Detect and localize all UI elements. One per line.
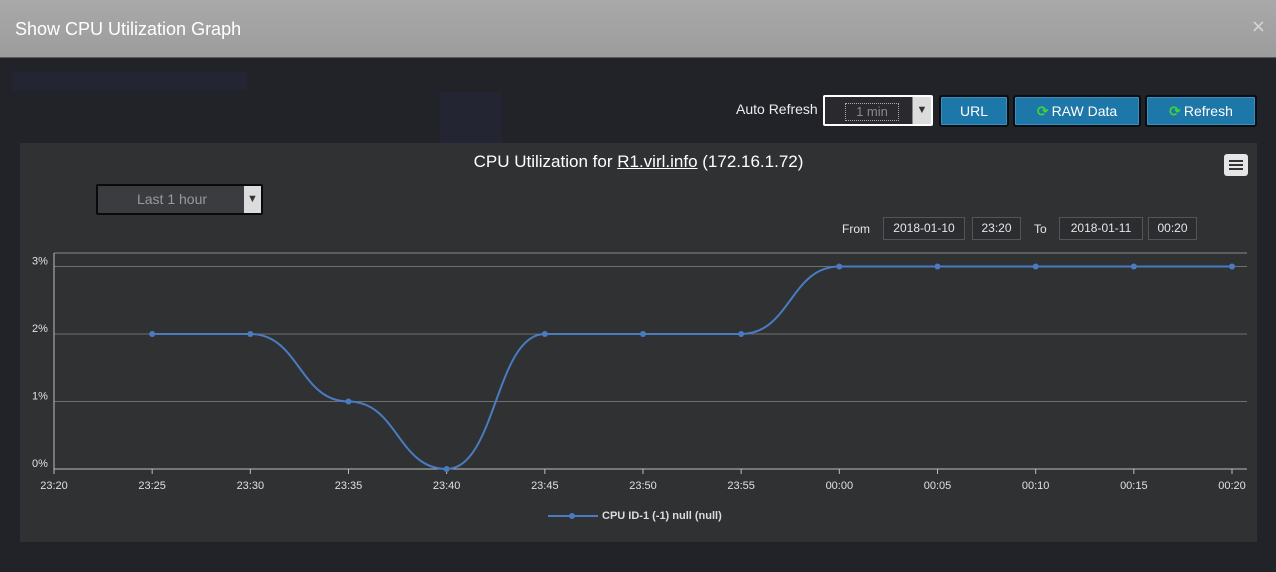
- data-point: [1032, 263, 1039, 270]
- from-time-input[interactable]: 23:20: [972, 217, 1021, 240]
- x-tick-label: 23:40: [433, 480, 461, 492]
- x-tick-label: 23:45: [531, 480, 559, 492]
- legend-symbol: [548, 511, 598, 521]
- legend-item[interactable]: CPU ID-1 (-1) null (null): [548, 510, 722, 522]
- time-range-select[interactable]: Last 1 hour ▼: [96, 184, 263, 215]
- refresh-button-label: Refresh: [1183, 103, 1233, 119]
- modal-title: Show CPU Utilization Graph: [15, 19, 242, 39]
- data-point: [1130, 263, 1137, 270]
- raw-data-button[interactable]: ⟳ RAW Data: [1013, 95, 1141, 127]
- chevron-down-icon: ▼: [244, 186, 261, 213]
- url-button-label: URL: [959, 103, 988, 119]
- data-point: [640, 331, 646, 337]
- chevron-down-icon: ▼: [912, 97, 931, 124]
- cpu-line-chart: 0% 1% 2% 3% 23:20 23:25 23:30 23:35 23:40 23:45 23…: [32, 252, 1247, 492]
- y-tick-label: 3%: [32, 256, 48, 268]
- raw-data-button-label: RAW Data: [1051, 103, 1118, 119]
- x-tick-label: 00:15: [1120, 480, 1148, 492]
- time-range-value: Last 1 hour: [136, 191, 208, 207]
- data-point: [443, 466, 450, 472]
- auto-refresh-label: Auto Refresh: [736, 101, 818, 117]
- y-tick-label: 1%: [32, 391, 48, 403]
- url-button[interactable]: URL: [939, 95, 1009, 127]
- chart-title-prefix: CPU Utilization for: [473, 152, 618, 171]
- hamburger-menu-icon[interactable]: [1224, 154, 1248, 176]
- to-date-input[interactable]: 2018-01-11: [1059, 217, 1143, 240]
- x-tick-label: 23:30: [237, 480, 265, 492]
- data-point: [345, 398, 352, 405]
- refresh-icon: ⟳: [1036, 104, 1049, 120]
- modal-header: Show CPU Utilization Graph ×: [0, 0, 1276, 58]
- data-point: [738, 331, 745, 337]
- x-tick-label: 00:10: [1022, 480, 1050, 492]
- x-tick-label: 23:25: [138, 480, 166, 492]
- refresh-icon: ⟳: [1169, 104, 1181, 120]
- auto-refresh-value: 1 min: [845, 103, 899, 121]
- x-tick-label: 00:00: [826, 480, 854, 492]
- data-point: [149, 331, 156, 337]
- x-tick-label: 00:05: [924, 480, 952, 492]
- y-tick-label: 0%: [32, 458, 48, 470]
- data-point: [541, 331, 548, 337]
- chart-title: CPU Utilization for R1.virl.info (172.16…: [20, 152, 1257, 172]
- from-date-input[interactable]: 2018-01-10: [883, 217, 965, 240]
- legend-label: CPU ID-1 (-1) null (null): [602, 510, 722, 522]
- data-point: [1229, 263, 1235, 270]
- x-tick-label: 23:55: [727, 480, 755, 492]
- close-icon[interactable]: ×: [1250, 16, 1266, 37]
- chart-panel: CPU Utilization for R1.virl.info (172.16…: [20, 143, 1257, 542]
- refresh-button[interactable]: ⟳ Refresh: [1145, 95, 1257, 127]
- x-tick-label: 23:20: [40, 480, 68, 492]
- x-tick-label: 23:35: [335, 480, 363, 492]
- to-label: To: [1034, 222, 1047, 236]
- from-label: From: [842, 222, 870, 236]
- auto-refresh-select[interactable]: 1 min ▼: [823, 95, 933, 126]
- data-point: [934, 263, 941, 270]
- chart-title-suffix: (172.16.1.72): [697, 152, 804, 171]
- series-line: [152, 265, 1232, 471]
- data-point: [247, 331, 254, 337]
- background-artifact: [12, 72, 247, 90]
- to-time-input[interactable]: 00:20: [1148, 217, 1197, 240]
- device-link[interactable]: R1.virl.info: [617, 152, 698, 171]
- data-point: [836, 263, 843, 270]
- x-tick-label: 00:20: [1218, 480, 1246, 492]
- y-tick-label: 2%: [32, 323, 48, 335]
- x-tick-label: 23:50: [629, 480, 657, 492]
